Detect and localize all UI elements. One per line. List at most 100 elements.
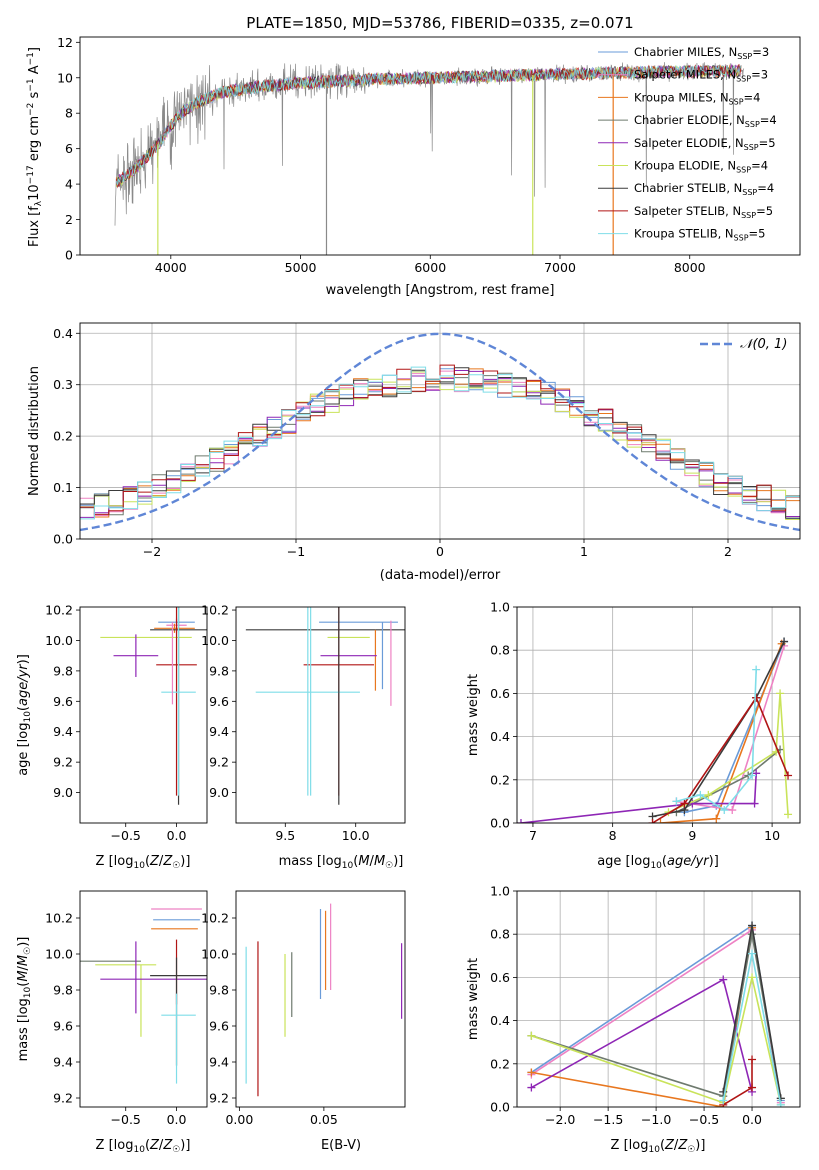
histogram-ytick-label: 0.2 (53, 429, 73, 444)
spectrum-ytick-label: 4 (65, 177, 73, 192)
histogram-step-line (80, 366, 800, 520)
ageM-xlabel: mass [log10(M/M☉)] (279, 854, 404, 871)
wZ-ytick-label: 0.0 (490, 1100, 510, 1115)
age-vs-metallicity-panel: −0.5 0.0 9.0 9.2 9.4 9.6 9.8 10.0 10.2 Z [log10(… (16, 603, 208, 871)
mE-frame (235, 890, 406, 1108)
histogram-xtick-label: 1 (580, 544, 588, 559)
ageZ-xtick-label: 0.0 (167, 828, 187, 843)
wAge-point-marker (748, 771, 757, 780)
mZ-ylabel: mass [log10(M/M☉)] (16, 937, 33, 1062)
mE-ytick-label: 9.2 (209, 1091, 229, 1106)
legend-entry-label: Kroupa MILES, NSSP=4 (634, 90, 760, 106)
ageM-ytick-label: 9.8 (209, 663, 229, 678)
wAge-xlabel: age [log10(age/yr)] (597, 854, 719, 871)
ageZ-ytick-label: 9.2 (53, 755, 73, 770)
wAge-frame (516, 606, 801, 824)
wAge-point-marker (656, 819, 665, 823)
mZ-ytick-label: 9.2 (53, 1091, 73, 1106)
wAge-point-marker (776, 689, 785, 698)
ageM-errorbars (245, 607, 405, 805)
wAge-point-marker (750, 799, 759, 808)
ageZ-ytick-label: 10.0 (45, 633, 73, 648)
legend-entry-label: Chabrier STELIB, NSSP=4 (634, 181, 774, 197)
mZ-ytick-label: 9.6 (53, 1019, 73, 1034)
model-spectrum-line (115, 64, 742, 186)
mass-vs-ebv-panel: 0.00 0.05 9.2 9.4 9.6 9.8 10.0 10.2 E(B-V) (201, 890, 406, 1153)
wAge-point-marker (517, 819, 525, 823)
ageZ-ytick-label: 9.6 (53, 694, 73, 709)
spectrum-ytick-label: 2 (65, 212, 73, 227)
legend-entry-label: Kroupa STELIB, NSSP=5 (634, 227, 765, 243)
histogram-ytick-label: 0.1 (53, 480, 73, 495)
mE-xtick-label: 0.05 (310, 1112, 338, 1127)
mZ-xlabel: Z [log10(Z/Z☉)] (96, 1138, 191, 1155)
wAge-point-marker (720, 806, 729, 815)
wAge-xtick-label: 8 (609, 828, 617, 843)
wZ-point-marker (748, 930, 757, 939)
mE-ytick-label: 9.4 (209, 1055, 229, 1070)
histogram-series (80, 332, 800, 532)
histogram-step-line (80, 364, 800, 515)
wZ-xtick-label: 0.0 (742, 1112, 762, 1127)
wAge-xtick-label: 7 (529, 828, 537, 843)
ageZ-ytick-label: 9.8 (53, 663, 73, 678)
histogram-xlabel: (data-model)/error (380, 568, 501, 583)
spectrum-ytick-label: 8 (65, 106, 73, 121)
spectrum-panel: 4000 5000 6000 7000 8000 0 2 4 6 8 10 12 Chabrier M… (26, 35, 801, 298)
ageZ-ytick-label: 9.4 (53, 724, 73, 739)
mE-ytick-label: 10.2 (201, 911, 229, 926)
wAge-series-line (668, 693, 789, 815)
wZ-point-marker (748, 949, 757, 958)
wAge-ytick-label: 0.8 (490, 643, 510, 658)
wAge-point-marker (784, 810, 793, 819)
histogram-ylabel: Normed distribution (27, 366, 42, 496)
legend-entry-label: Salpeter ELODIE, NSSP=5 (634, 136, 776, 152)
mZ-ytick-label: 10.2 (45, 911, 73, 926)
ageM-ytick-label: 10.2 (201, 603, 229, 618)
ageM-ytick-label: 9.6 (209, 694, 229, 709)
mZ-xtick-label: 0.0 (167, 1112, 187, 1127)
mE-ytick-label: 10.0 (201, 947, 229, 962)
histogram-xtick-label: −1 (287, 544, 305, 559)
residual-histogram-panel: −2 −1 0 1 2 0.0 0.1 0.2 0.3 0.4 𝒩(0, 1) (data-mode… (27, 322, 801, 583)
wZ-ytick-label: 0.6 (490, 970, 510, 985)
ageM-xtick-label: 10.0 (342, 828, 370, 843)
spectrum-ytick-label: 6 (65, 141, 73, 156)
wAge-ytick-label: 0.4 (490, 729, 510, 744)
histogram-xtick-label: 0 (436, 544, 444, 559)
ageM-ytick-label: 9.0 (209, 785, 229, 800)
mE-ytick-label: 9.8 (209, 983, 229, 998)
wAge-point-marker (696, 790, 705, 799)
histogram-xtick-label: −2 (143, 544, 161, 559)
wZ-ytick-label: 1.0 (490, 884, 510, 899)
spectrum-xtick-label: 6000 (414, 260, 446, 275)
wAge-xtick-label: 9 (688, 828, 696, 843)
wZ-ytick-label: 0.4 (490, 1013, 510, 1028)
wAge-ytick-label: 0.0 (490, 816, 510, 831)
wZ-xlabel: Z [log10(Z/Z☉)] (611, 1138, 706, 1155)
legend-entry-label: Chabrier MILES, NSSP=3 (634, 45, 769, 61)
spectrum-ytick-label: 12 (57, 35, 73, 50)
histogram-ytick-label: 0.0 (53, 532, 73, 547)
wZ-point-marker (719, 1096, 728, 1105)
histogram-step-line (80, 371, 800, 520)
wZ-point-marker (748, 1083, 757, 1092)
wZ-xtick-label: −2.0 (545, 1112, 575, 1127)
wAge-ylabel: mass weight (466, 674, 481, 756)
ageM-ytick-label: 9.2 (209, 755, 229, 770)
wAge-point-marker (704, 790, 713, 799)
spectrum-xtick-label: 4000 (155, 260, 187, 275)
wAge-point-marker (728, 806, 737, 815)
wAge-point-marker (780, 637, 789, 646)
normal-legend-label: 𝒩(0, 1) (740, 337, 787, 352)
weight-vs-metallicity-panel: −2.0 −1.5 −1.0 −0.5 0.0 0.0 0.2 0.4 0.6 0.8 1.0 Z … (466, 884, 801, 1155)
spectrum-lines (114, 62, 745, 255)
histogram-xtick-label: 2 (724, 544, 732, 559)
age-vs-mass-panel: 9.5 10.0 9.0 9.2 9.4 9.6 9.8 10.0 10.2 mass [log… (201, 603, 406, 871)
spectrum-xtick-label: 7000 (544, 260, 576, 275)
wAge-series-line (520, 773, 757, 823)
wZ-point-marker (527, 1031, 536, 1040)
wAge-point-marker (680, 799, 689, 808)
mE-xlabel: E(B-V) (321, 1138, 361, 1153)
